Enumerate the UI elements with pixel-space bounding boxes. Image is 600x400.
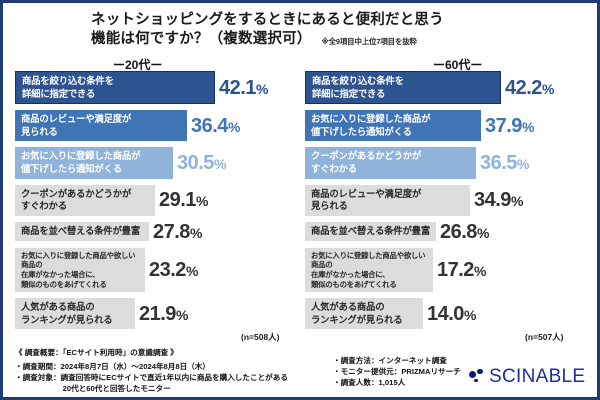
chart-value-label: 26.8% xyxy=(440,220,489,243)
title-note: ※全9項目中上位7項目を抜粋 xyxy=(321,37,418,46)
survey-respondent-count: ・調査人数：1,015人 xyxy=(333,378,406,387)
chart-bar-label: お気に入りに登録した商品や欲しい商品の 在庫がなかった場合に、 類似のものをあげ… xyxy=(311,250,426,289)
chart-row: 商品を並べ替える条件が豊富 26.8% xyxy=(305,222,590,242)
chart-row: お気に入りに登録した商品や欲しい商品の 在庫がなかった場合に、 類似のものをあげ… xyxy=(305,247,590,293)
chart-column-60s: 商品を絞り込む条件を 詳細に指定できる 42.2% お気に入りに登録した商品が 値下… xyxy=(305,71,590,335)
logo-dot-medium xyxy=(477,368,483,374)
chart-bar-label: 商品を並べ替える条件が豊富 xyxy=(21,225,140,237)
survey-overview-right: ・調査方法：インターネット調査 ・モニター提供元：PRIZMAリサーチ ・調査人… xyxy=(333,355,483,388)
logo-dot-small xyxy=(474,378,478,382)
chart-row: お気に入りに登録した商品が 値下げしたら通知がくる 37.9% xyxy=(305,110,590,142)
chart-value-label: 21.9% xyxy=(139,302,188,325)
chart-value-label: 17.2% xyxy=(437,258,486,281)
chart-value-label: 42.1% xyxy=(219,76,268,99)
chart-bar: 人気がある商品の ランキングが見られる xyxy=(305,298,423,330)
chart-value-label: 14.0% xyxy=(427,302,476,325)
survey-monitor-provider: ・モニター提供元：PRIZMAリサーチ xyxy=(333,367,461,376)
chart-row: 商品のレビューや満足度が 見られる 36.4% xyxy=(15,110,300,142)
sample-size-60s: (n=507人) xyxy=(525,332,564,342)
chart-bar: クーポンがあるかどうかが すぐわかる xyxy=(305,147,476,179)
chart-column-20s: 商品を絞り込む条件を 詳細に指定できる 42.1% 商品のレビューや満足度が 見られ… xyxy=(15,71,300,335)
logo-dots-icon xyxy=(469,368,486,385)
chart-row: クーポンがあるかどうかが すぐわかる 29.1% xyxy=(15,184,300,216)
chart-value-label: 36.5% xyxy=(480,151,529,174)
chart-row: 商品を並べ替える条件が豊富 27.8% xyxy=(15,222,300,242)
chart-bar-label: 商品を絞り込む条件を 詳細に指定できる xyxy=(312,75,404,99)
chart-row: お気に入りに登録した商品や欲しい商品の 在庫がなかった場合に、 類似のものをあげ… xyxy=(15,247,300,293)
chart-bar: 商品のレビューや満足度が 見られる xyxy=(15,110,187,142)
logo-dot-large xyxy=(469,370,476,378)
survey-method: ・調査方法：インターネット調査 xyxy=(333,356,447,365)
chart-row: 人気がある商品の ランキングが見られる 21.9% xyxy=(15,298,300,330)
title-block: ネットショッピングをするときにあると便利だと思う 機能は何ですか？（複数選択可）… xyxy=(91,11,521,49)
chart-row: クーポンがあるかどうかが すぐわかる 36.5% xyxy=(305,147,590,179)
chart-bar-label: 人気がある商品の ランキングが見られる xyxy=(21,301,113,325)
chart-bar-label: クーポンがあるかどうかが すぐわかる xyxy=(311,150,422,174)
chart-bar: クーポンがあるかどうかが すぐわかる xyxy=(15,184,155,216)
chart-bar-label: お気に入りに登録した商品が 値下げしたら通知がくる xyxy=(21,150,141,174)
chart-value-label: 30.5% xyxy=(177,151,226,174)
survey-overview-heading: 《 調査概要：「ECサイト利用時」の意識調査 》 xyxy=(15,348,178,357)
sample-size-20s: (n=508人) xyxy=(241,332,280,342)
chart-value-label: 34.9% xyxy=(474,189,523,212)
chart-value-label: 42.2% xyxy=(505,76,554,99)
column-header-20s: ー20代ー xyxy=(113,58,163,72)
chart-bar: お気に入りに登録した商品や欲しい商品の 在庫がなかった場合に、 類似のものをあげ… xyxy=(15,247,145,293)
chart-row: 商品のレビューや満足度が 見られる 34.9% xyxy=(305,184,590,216)
chart-value-label: 37.9% xyxy=(485,114,534,137)
chart-bar: お気に入りに登録した商品が 値下げしたら通知がくる xyxy=(305,110,481,142)
chart-bar-label: お気に入りに登録した商品や欲しい商品の 在庫がなかった場合に、 類似のものをあげ… xyxy=(21,250,136,289)
chart-bar-label: お気に入りに登録した商品が 値下げしたら通知がくる xyxy=(311,113,431,137)
chart-row: 商品を絞り込む条件を 詳細に指定できる 42.1% xyxy=(15,71,300,105)
chart-bar-label: 商品を並べ替える条件が豊富 xyxy=(311,225,430,237)
page-title-line2: 機能は何ですか？（複数選択可） xyxy=(91,31,312,47)
logo-wordmark: SCINABLE xyxy=(489,366,586,387)
chart-bar-label: クーポンがあるかどうかが すぐわかる xyxy=(21,187,132,212)
chart-bar-label: 人気がある商品の ランキングが見られる xyxy=(311,301,403,325)
chart-bar-label: 商品のレビューや満足度が 見られる xyxy=(311,187,422,212)
page-title-line1: ネットショッピングをするときにあると便利だと思う xyxy=(91,12,444,28)
chart-bar: 商品を絞り込む条件を 詳細に指定できる xyxy=(15,71,215,105)
survey-target: ・調査対象：調査回答時にECサイトで直近1年以内に商品を購入したことがある 20… xyxy=(15,372,288,393)
chart-bar: 商品のレビューや満足度が 見られる xyxy=(305,184,470,216)
chart-bar-label: 商品を絞り込む条件を 詳細に指定できる xyxy=(22,75,114,99)
chart-value-label: 27.8% xyxy=(153,220,202,243)
chart-bar: 商品を並べ替える条件が豊富 xyxy=(305,222,436,242)
chart-row: 人気がある商品の ランキングが見られる 14.0% xyxy=(305,298,590,330)
survey-overview-left: 《 調査概要：「ECサイト利用時」の意識調査 》 ・調査期間：2024年8月7日… xyxy=(15,347,345,394)
chart-value-label: 29.1% xyxy=(159,189,208,212)
chart-bar: お気に入りに登録した商品が 値下げしたら通知がくる xyxy=(15,147,173,179)
chart-row: 商品を絞り込む条件を 詳細に指定できる 42.2% xyxy=(305,71,590,105)
scinable-logo: SCINABLE xyxy=(469,367,585,386)
chart-bar: 商品を絞り込む条件を 詳細に指定できる xyxy=(305,71,501,105)
chart-bar: お気に入りに登録した商品や欲しい商品の 在庫がなかった場合に、 類似のものをあげ… xyxy=(305,247,433,293)
chart-bar-label: 商品のレビューや満足度が 見られる xyxy=(21,113,132,137)
chart-bar: 人気がある商品の ランキングが見られる xyxy=(15,298,135,330)
chart-row: お気に入りに登録した商品が 値下げしたら通知がくる 30.5% xyxy=(15,147,300,179)
chart-bar: 商品を並べ替える条件が豊富 xyxy=(15,222,149,242)
title-row-2: 機能は何ですか？（複数選択可） ※全9項目中上位7項目を抜粋 xyxy=(91,30,521,49)
chart-value-label: 36.4% xyxy=(191,114,240,137)
column-header-60s: ー60代ー xyxy=(433,58,483,72)
chart-value-label: 23.2% xyxy=(149,258,198,281)
survey-period: ・調査期間：2024年8月7日（水）〜2024年8月8日（木） xyxy=(15,361,210,371)
